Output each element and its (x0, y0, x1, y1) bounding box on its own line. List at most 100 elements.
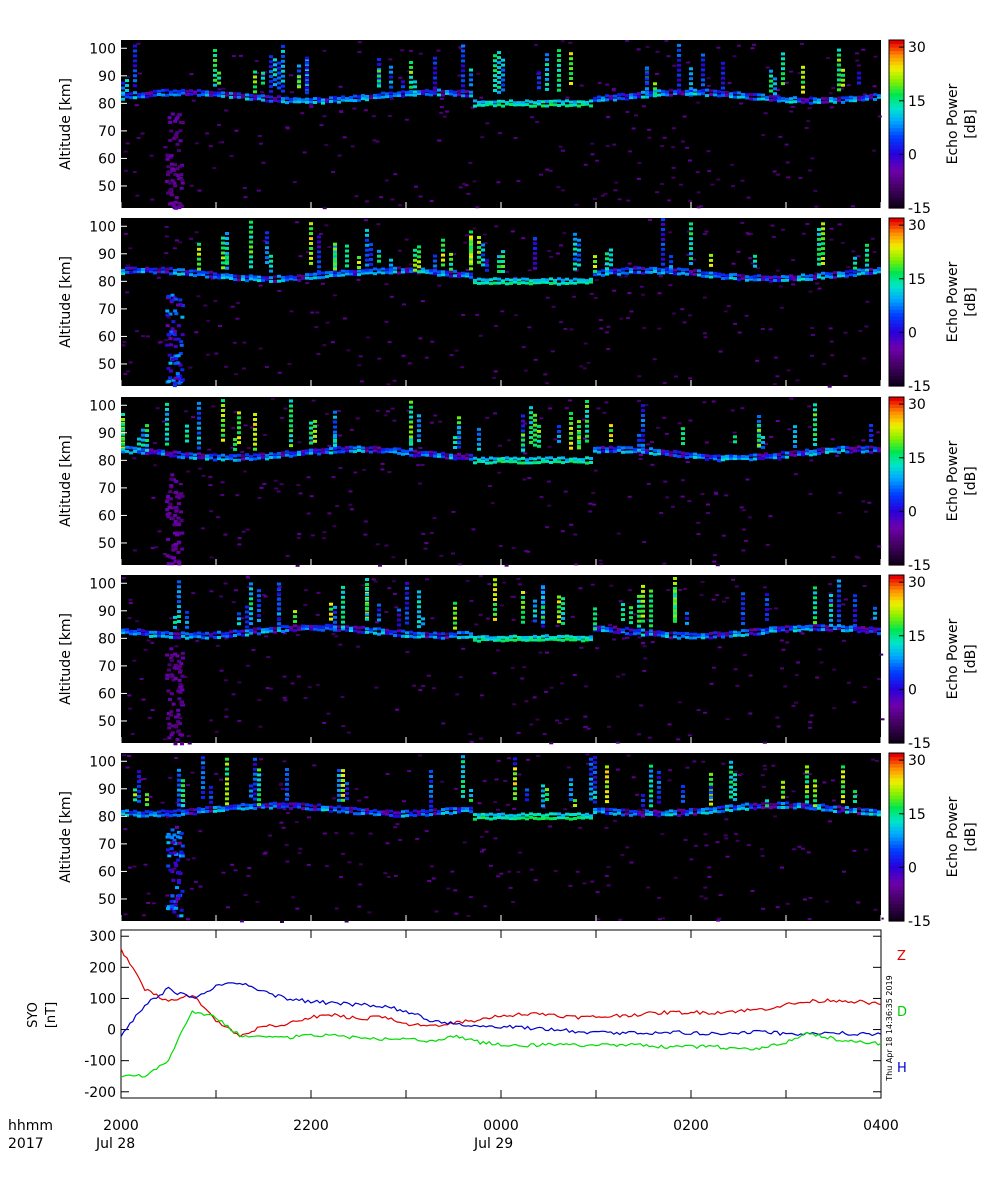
noise-cell (186, 735, 191, 738)
colorbar-label: Echo Power (945, 83, 961, 164)
layer-cell (409, 634, 413, 638)
layer-cell (665, 810, 669, 814)
layer-cell (605, 269, 609, 273)
layer-cell (549, 103, 553, 107)
layer-cell (797, 628, 801, 632)
layer-cell (769, 629, 773, 633)
noise-cell (393, 826, 398, 829)
burst-cell (253, 90, 257, 94)
colorbar-step (889, 194, 904, 199)
column-cell (173, 725, 178, 729)
layer-cell (397, 266, 401, 270)
burst-cell (493, 74, 497, 78)
burst-cell (801, 65, 805, 69)
burst-cell (277, 61, 281, 65)
noise-cell (303, 697, 308, 699)
layer-cell (173, 450, 177, 454)
colorbar-step (889, 484, 904, 489)
noise-cell (815, 676, 820, 679)
noise-cell (776, 173, 781, 176)
noise-cell (748, 712, 753, 715)
noise-cell (200, 527, 205, 530)
noise-cell (707, 170, 712, 173)
burst-cell (673, 619, 677, 623)
noise-cell (741, 509, 746, 512)
layer-cell (793, 278, 797, 282)
layer-cell (521, 461, 525, 465)
colorbar-step (889, 92, 904, 97)
layer-cell (833, 805, 837, 809)
layer-cell (129, 446, 133, 450)
colorbar-unit: [dB] (963, 466, 979, 495)
burst-cell (853, 261, 857, 265)
burst-cell (197, 431, 201, 435)
layer-cell (617, 445, 621, 449)
burst-cell (461, 64, 465, 68)
layer-cell (269, 806, 273, 810)
layer-cell (273, 275, 277, 279)
burst-cell (185, 615, 189, 619)
column-cell (180, 547, 185, 551)
layer-cell (701, 274, 705, 278)
burst-cell (197, 411, 201, 415)
layer-cell (613, 447, 617, 451)
layer-cell (665, 450, 669, 453)
layer-cell (809, 274, 813, 278)
noise-cell (641, 293, 645, 296)
burst-cell (265, 256, 269, 260)
layer-cell (585, 461, 589, 465)
layer-cell (309, 100, 313, 104)
noise-cell (164, 339, 169, 341)
burst-cell (453, 446, 457, 449)
noise-cell (128, 598, 133, 601)
noise-cell (258, 284, 263, 287)
noise-cell (322, 115, 327, 118)
colorbar-step (889, 64, 904, 69)
column-cell (165, 508, 170, 512)
noise-cell (263, 851, 268, 854)
noise-cell (282, 632, 287, 635)
y-tick-label: 90 (98, 426, 116, 442)
layer-cell (177, 93, 181, 97)
layer-cell (841, 809, 845, 813)
layer-cell (625, 97, 629, 101)
burst-cell (165, 427, 169, 431)
layer-cell (193, 808, 197, 812)
layer-cell (553, 636, 557, 640)
layer-cell (329, 624, 333, 628)
noise-cell (401, 354, 406, 357)
burst-cell (813, 591, 817, 595)
noise-cell (434, 910, 439, 913)
noise-cell (564, 718, 569, 721)
column-cell (171, 378, 176, 382)
layer-cell (233, 278, 237, 281)
noise-cell (427, 880, 432, 882)
layer-cell (409, 811, 413, 815)
burst-cell (813, 804, 817, 808)
burst-cell (469, 83, 473, 87)
noise-cell (470, 106, 475, 109)
noise-cell (389, 98, 394, 100)
noise-cell (646, 886, 651, 889)
burst-cell (545, 87, 549, 91)
layer-cell (353, 450, 357, 454)
layer-cell (521, 281, 525, 285)
layer-cell (489, 102, 493, 106)
noise-cell (569, 523, 574, 526)
noise-cell (532, 696, 537, 699)
layer-cell (477, 100, 481, 104)
noise-cell (465, 579, 470, 582)
noise-cell (750, 47, 755, 50)
layer-cell (553, 103, 557, 107)
layer-cell (785, 455, 789, 459)
burst-cell (453, 441, 457, 444)
noise-cell (793, 473, 798, 476)
layer-cell (385, 95, 389, 99)
noise-cell (496, 649, 501, 652)
layer-cell (353, 446, 357, 450)
noise-cell (777, 458, 782, 461)
burst-cell (249, 220, 253, 224)
burst-cell (221, 399, 225, 403)
noise-cell (533, 879, 538, 882)
column-cell (170, 167, 175, 171)
